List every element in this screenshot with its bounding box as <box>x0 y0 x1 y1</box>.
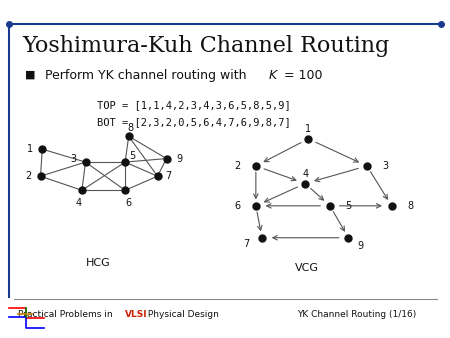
Text: 6: 6 <box>126 198 132 208</box>
Text: 8: 8 <box>407 201 413 211</box>
Text: VLSI: VLSI <box>125 310 148 319</box>
Text: = 100: = 100 <box>280 69 322 82</box>
Text: VCG: VCG <box>295 263 319 272</box>
Text: ■: ■ <box>25 69 35 79</box>
Text: 2: 2 <box>234 161 240 171</box>
Text: Practical Problems in: Practical Problems in <box>18 310 116 319</box>
Text: 1: 1 <box>305 124 311 134</box>
Text: BOT = [2,3,2,0,5,6,4,7,6,9,8,7]: BOT = [2,3,2,0,5,6,4,7,6,9,8,7] <box>97 117 291 127</box>
Text: 7: 7 <box>243 239 250 249</box>
Text: 5: 5 <box>345 201 351 211</box>
Text: K: K <box>269 69 277 82</box>
Text: 3: 3 <box>382 161 388 171</box>
Text: 1: 1 <box>27 144 33 154</box>
Text: Perform YK channel routing with: Perform YK channel routing with <box>45 69 251 82</box>
Text: 4: 4 <box>75 198 81 208</box>
Text: 9: 9 <box>358 241 364 251</box>
Text: 2: 2 <box>25 171 31 181</box>
Text: YK Channel Routing (1/16): YK Channel Routing (1/16) <box>297 310 416 319</box>
Text: 6: 6 <box>234 201 240 211</box>
Text: 5: 5 <box>129 151 135 161</box>
Text: 7: 7 <box>165 171 171 181</box>
Text: 3: 3 <box>70 153 76 164</box>
Text: Physical Design: Physical Design <box>145 310 219 319</box>
Text: 9: 9 <box>176 153 182 164</box>
Text: 8: 8 <box>127 123 134 133</box>
Text: 4: 4 <box>302 169 308 179</box>
Text: Yoshimura-Kuh Channel Routing: Yoshimura-Kuh Channel Routing <box>22 35 390 57</box>
Text: TOP = [1,1,4,2,3,4,3,6,5,8,5,9]: TOP = [1,1,4,2,3,4,3,6,5,8,5,9] <box>97 100 291 110</box>
Text: HCG: HCG <box>86 258 111 268</box>
